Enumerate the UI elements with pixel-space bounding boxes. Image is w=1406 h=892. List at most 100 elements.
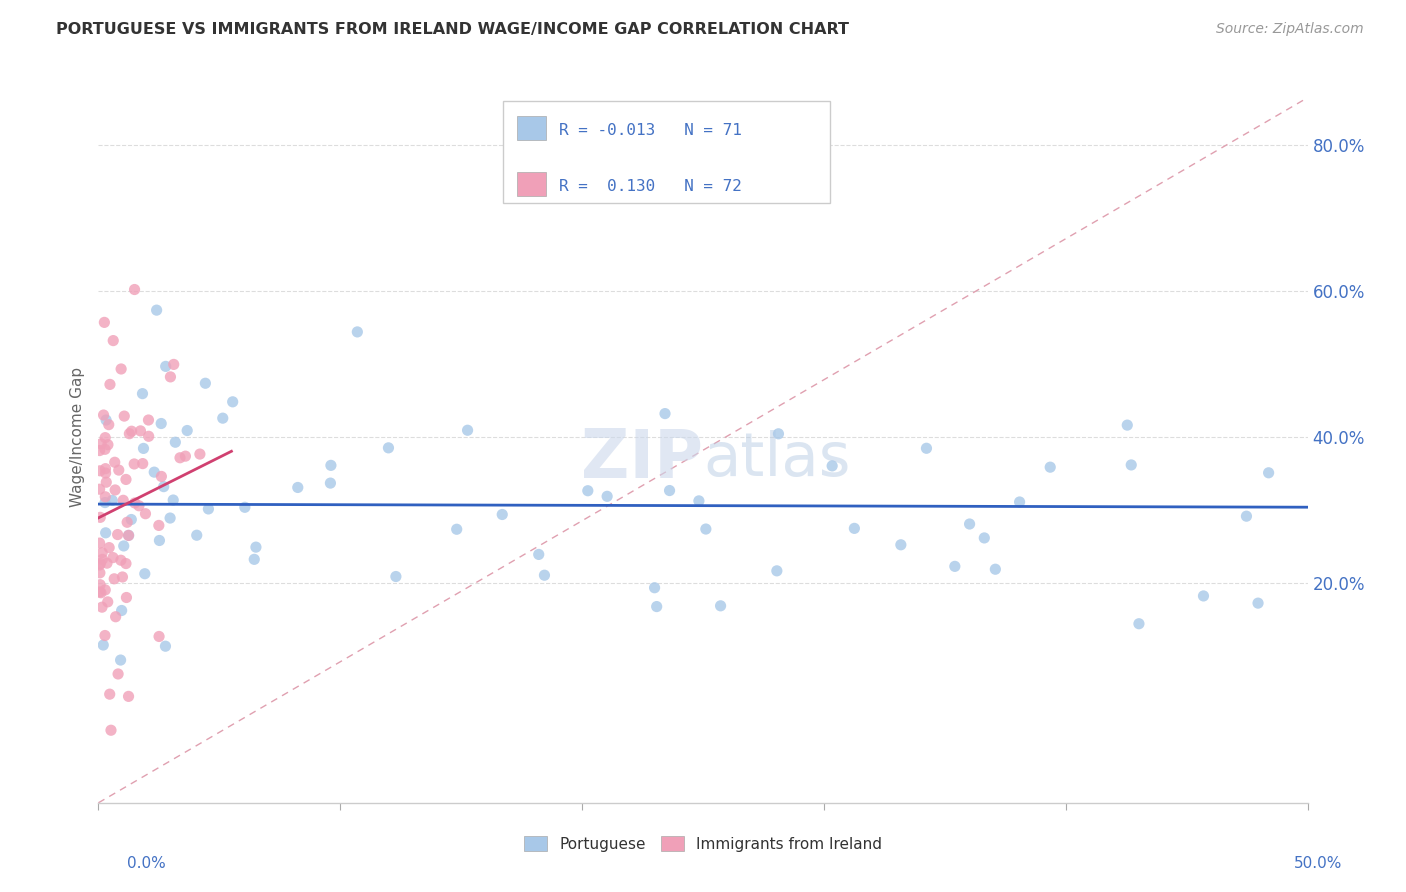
FancyBboxPatch shape (517, 172, 546, 196)
Point (163, 358, 186, 372)
Point (844, 521, 866, 535)
Point (94, 582, 117, 597)
Point (150, 469, 173, 483)
Point (112, 409, 135, 423)
Point (688, 494, 710, 508)
Point (124, 496, 146, 510)
Point (122, 457, 145, 471)
Point (148, 518, 170, 533)
Point (186, 528, 208, 542)
Point (973, 531, 995, 545)
Point (111, 570, 134, 584)
Point (233, 500, 256, 515)
Point (710, 599, 733, 613)
Point (152, 480, 174, 494)
Point (1121, 458, 1143, 472)
Point (1257, 466, 1279, 480)
Point (155, 359, 177, 374)
Point (527, 548, 550, 562)
Point (91, 638, 114, 652)
Point (110, 362, 132, 376)
Point (134, 507, 156, 521)
Point (98, 377, 121, 392)
Point (491, 508, 513, 522)
Point (117, 690, 139, 704)
Point (107, 667, 129, 681)
Point (100, 723, 122, 738)
Point (155, 639, 177, 653)
Point (124, 283, 146, 297)
Text: R =  0.130   N = 72: R = 0.130 N = 72 (560, 179, 742, 194)
Point (110, 553, 132, 567)
Point (644, 581, 666, 595)
Point (194, 376, 217, 391)
Text: 0.0%: 0.0% (127, 856, 166, 871)
Point (1116, 418, 1139, 433)
Point (148, 630, 170, 644)
Point (176, 424, 198, 438)
Point (1247, 596, 1270, 610)
Point (131, 386, 153, 401)
Point (319, 458, 342, 473)
Point (121, 424, 143, 438)
Point (658, 483, 681, 498)
Point (1128, 616, 1150, 631)
Point (188, 447, 211, 461)
Text: 50.0%: 50.0% (1295, 856, 1343, 871)
Point (162, 493, 184, 508)
Point (165, 435, 187, 450)
Point (89, 536, 111, 550)
Point (211, 411, 233, 425)
Point (91, 552, 114, 566)
Point (131, 457, 153, 471)
Point (115, 516, 138, 530)
Point (221, 394, 243, 409)
Point (101, 550, 124, 565)
Point (596, 489, 619, 503)
Point (89, 443, 111, 458)
Point (169, 450, 191, 465)
Text: R = -0.013   N = 71: R = -0.013 N = 71 (560, 123, 742, 138)
Point (533, 568, 555, 582)
Point (319, 476, 342, 491)
Point (115, 473, 138, 487)
Point (107, 527, 129, 541)
Point (148, 533, 170, 548)
Text: ZIP: ZIP (581, 426, 703, 492)
Point (128, 499, 150, 513)
Point (915, 442, 938, 456)
Point (245, 540, 267, 554)
Point (159, 511, 181, 525)
FancyBboxPatch shape (503, 101, 830, 203)
Point (112, 493, 135, 508)
Point (89, 464, 111, 478)
Point (134, 566, 156, 581)
Point (103, 572, 125, 586)
Point (645, 599, 668, 614)
Point (93, 408, 115, 422)
Point (821, 458, 844, 473)
Point (97, 417, 120, 432)
Point (120, 512, 142, 526)
Point (112, 539, 135, 553)
Point (101, 493, 124, 508)
Point (110, 653, 132, 667)
Point (104, 483, 127, 497)
Point (890, 538, 912, 552)
Point (117, 528, 139, 542)
Point (150, 417, 173, 431)
Point (768, 426, 790, 441)
Point (98, 541, 121, 555)
Point (94, 628, 117, 642)
Point (94, 525, 117, 540)
Point (766, 564, 789, 578)
Point (346, 325, 368, 339)
Legend: Portuguese, Immigrants from Ireland: Portuguese, Immigrants from Ireland (517, 830, 889, 858)
Point (115, 591, 138, 605)
Point (943, 559, 966, 574)
Point (98, 687, 121, 701)
Point (138, 413, 160, 427)
Point (89, 577, 111, 591)
Point (94, 495, 117, 509)
Point (385, 569, 408, 583)
